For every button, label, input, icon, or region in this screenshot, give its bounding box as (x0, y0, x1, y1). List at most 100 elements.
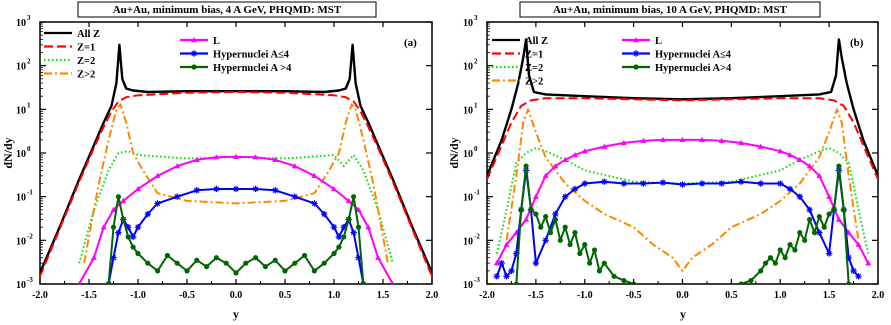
y-tick-exponent: 2 (474, 58, 478, 66)
chart-title: Au+Au, minimum bias, 10 A GeV, PHQMD: MS… (553, 4, 788, 16)
series-line-4 (495, 138, 870, 264)
data-point (243, 260, 249, 266)
data-point (542, 172, 549, 179)
data-point (532, 259, 540, 267)
data-point (757, 143, 764, 149)
data-point (811, 230, 818, 236)
x-tick-label: 0.0 (230, 290, 243, 301)
data-point (90, 254, 97, 260)
data-point (772, 260, 778, 266)
data-point (846, 281, 852, 284)
data-point (125, 223, 132, 231)
legend-label: All Z (77, 29, 100, 40)
series-line-5 (107, 188, 365, 284)
x-tick-label: -1.5 (81, 290, 97, 301)
data-point (272, 156, 279, 162)
data-point (562, 156, 569, 162)
data-point (806, 163, 813, 169)
legend-marker (190, 50, 198, 57)
x-tick-label: -1.0 (577, 290, 593, 301)
data-point (351, 194, 357, 200)
data-point (302, 252, 308, 259)
data-point (174, 193, 181, 200)
legend-marker (632, 50, 640, 57)
data-point (577, 250, 583, 257)
data-point (223, 260, 229, 266)
data-point (154, 200, 161, 207)
data-point (340, 223, 347, 231)
data-point (659, 136, 666, 143)
y-axis-label: dN/dy (447, 137, 461, 168)
y-tick-label: 10 (463, 62, 473, 73)
data-point (292, 260, 298, 266)
data-point (115, 229, 122, 236)
data-point (291, 163, 298, 169)
data-point (164, 252, 170, 259)
legend-marker (191, 37, 197, 43)
data-point (757, 180, 764, 187)
data-point (233, 153, 239, 159)
data-point (272, 257, 278, 263)
data-point (767, 255, 774, 261)
data-point (620, 180, 628, 187)
data-point (350, 229, 357, 236)
panel-a: Au+Au, minimum bias, 4 A GeV, PHQMD: MST… (1, 1, 438, 321)
data-point (659, 179, 667, 186)
data-point (865, 260, 872, 266)
data-point (498, 259, 505, 267)
data-point (232, 185, 240, 193)
series-line-3 (83, 103, 389, 264)
data-point (806, 216, 813, 223)
data-point (508, 267, 515, 275)
data-point (572, 230, 578, 236)
data-point (130, 244, 136, 250)
data-point (821, 224, 827, 230)
data-point (321, 210, 328, 218)
data-point (213, 154, 220, 160)
legend-label: All Z (525, 36, 548, 47)
data-point (262, 264, 268, 270)
data-point (291, 193, 298, 200)
y-tick-exponent: -2 (27, 232, 33, 240)
data-point (796, 156, 803, 162)
x-tick-label: 1.5 (377, 290, 390, 301)
data-point (786, 185, 794, 193)
y-tick-exponent: 1 (474, 101, 478, 109)
data-point (311, 200, 318, 207)
data-point (601, 143, 608, 149)
data-point (547, 230, 554, 236)
chart-title: Au+Au, minimum bias, 4 A GeV, PHQMD: MST (113, 4, 342, 16)
legend-marker (191, 64, 197, 70)
series-line-3 (505, 108, 860, 272)
x-tick-label: 0.0 (676, 290, 689, 301)
data-point (110, 254, 117, 261)
legend-label: Hypernuclei A≤4 (213, 50, 290, 61)
legend-label: Hypernuclei A>4 (655, 63, 732, 74)
data-point (154, 172, 161, 179)
data-point (777, 247, 783, 253)
data-point (355, 206, 362, 213)
data-point (587, 260, 593, 266)
data-point (601, 178, 608, 185)
data-point (336, 244, 342, 250)
series-line-1 (40, 91, 432, 277)
series-line-2 (495, 147, 870, 254)
x-tick-label: -2.0 (479, 290, 495, 301)
legend-label: Z=2 (77, 56, 95, 67)
data-point (581, 180, 588, 187)
data-point (252, 185, 259, 193)
data-point (493, 260, 500, 266)
y-tick-label: 10 (463, 193, 473, 204)
data-point (233, 270, 239, 276)
data-point (365, 224, 372, 230)
legend-label: Z>2 (525, 77, 543, 88)
title-box (519, 1, 821, 18)
y-tick-label: 10 (463, 18, 473, 29)
x-tick-label: 1.0 (774, 290, 787, 301)
data-point (796, 193, 803, 200)
data-point (758, 268, 764, 274)
data-point (194, 257, 200, 263)
series-line-0 (40, 43, 432, 274)
y-tick-label: 10 (16, 280, 26, 291)
